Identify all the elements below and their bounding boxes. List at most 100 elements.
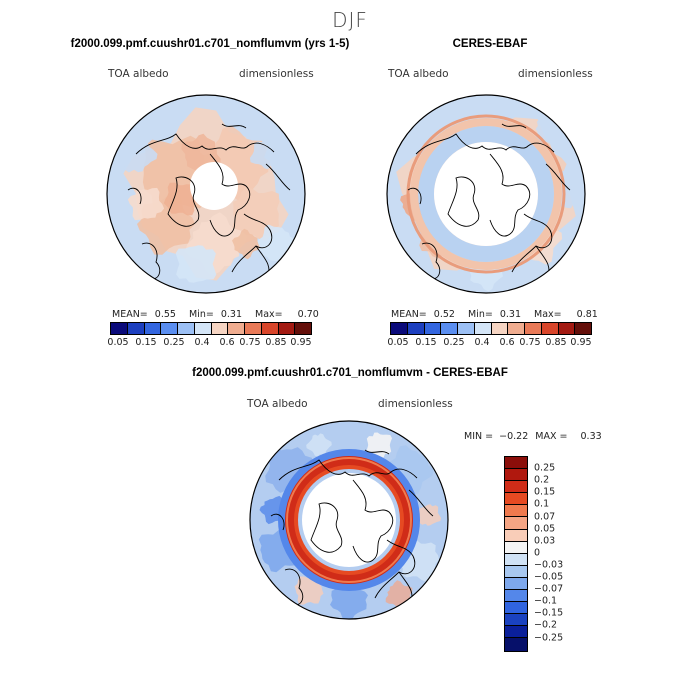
colorbar-tick-label: 0.75: [519, 337, 541, 348]
coastline: [489, 153, 531, 237]
coastline: [310, 502, 343, 553]
panel3-max-value: 0.33: [580, 431, 602, 442]
colorbar-swatch: [505, 493, 527, 506]
colorbar-tick-label: 0.05: [107, 337, 129, 348]
colorbar-level-label: −0.15: [534, 607, 564, 619]
panel3-max-label: MAX =: [535, 431, 568, 442]
panel3-min-value: −0.22: [499, 431, 529, 442]
field-ring: [294, 465, 404, 575]
panel2-units-label: dimensionless: [518, 68, 593, 80]
map-border: [249, 420, 449, 620]
colorbar-tick-label: 0.95: [570, 337, 592, 348]
coastline: [511, 213, 553, 273]
coastline: [364, 449, 390, 455]
colorbar-tick-label: 0.85: [265, 337, 287, 348]
colorbar-swatch: [391, 323, 408, 334]
season-title: DJF: [332, 8, 368, 32]
colorbar-tick-label: 0.25: [163, 337, 185, 348]
coastline: [545, 163, 571, 191]
panel3-stats: MIN = −0.22 MAX = 0.33: [464, 431, 602, 442]
colorbar-swatch: [505, 590, 527, 603]
panel3-variable-label: TOA albedo: [247, 398, 308, 410]
colorbar-tick-label: 0.25: [443, 337, 465, 348]
panel2-max-value: 0.81: [576, 309, 598, 320]
colorbar-level-label: 0.07: [534, 511, 556, 522]
colorbar-swatch: [505, 626, 527, 639]
coastline: [278, 459, 418, 481]
colorbar-swatch: [458, 323, 475, 334]
field-region: [163, 182, 199, 216]
panel3-colorbar: [504, 456, 528, 652]
field-region: [127, 187, 165, 221]
colorbar-swatch: [505, 577, 527, 591]
panel2-min-value: 0.31: [499, 309, 521, 320]
field-region: [306, 433, 332, 457]
panel3-polar-map: [249, 420, 449, 620]
coastline: [270, 513, 285, 531]
coastline: [447, 176, 480, 227]
colorbar-tick-label: 0.4: [474, 337, 490, 348]
colorbar-swatch: [505, 505, 527, 518]
field-region: [366, 432, 392, 458]
colorbar-swatch: [505, 541, 527, 554]
missing-polar-cap: [190, 162, 238, 210]
field-ring: [406, 114, 566, 274]
colorbar-swatch: [178, 323, 195, 334]
colorbar-level-label: 0.03: [534, 535, 556, 547]
field-region: [249, 138, 283, 170]
panel2-max-label: Max=: [534, 309, 562, 320]
panel2-variable-label: TOA albedo: [388, 68, 449, 80]
colorbar-level-label: −0.1: [534, 595, 558, 607]
coastline: [415, 133, 555, 155]
coastline: [352, 479, 394, 563]
coastline: [408, 489, 434, 517]
panel1-mean-value: 0.55: [154, 309, 176, 320]
colorbar-tick-label: 0.75: [239, 337, 261, 348]
colorbar-swatch: [211, 323, 229, 334]
colorbar-tick-label: 0.6: [499, 337, 515, 348]
panel2-polar-map: [386, 94, 586, 294]
colorbar-swatch: [295, 323, 311, 334]
panel1-stats: MEAN= 0.55 Min= 0.31 Max= 0.70: [112, 309, 319, 320]
colorbar-swatch: [261, 323, 279, 334]
colorbar-swatch: [505, 638, 527, 651]
coastline: [141, 242, 161, 280]
colorbar-level-label: 0: [534, 547, 541, 559]
coastline: [407, 187, 422, 205]
colorbar-swatch: [505, 565, 527, 578]
colorbar-swatch: [245, 323, 262, 334]
colorbar-level-label: −0.05: [534, 571, 564, 583]
panel1-min-label: Min=: [188, 309, 214, 320]
coastline: [231, 213, 273, 273]
colorbar-level-label: −0.07: [534, 583, 564, 595]
field-region: [232, 228, 260, 260]
map-border: [386, 94, 586, 294]
missing-polar-cap: [302, 473, 396, 567]
colorbar-swatch: [541, 323, 559, 334]
coastline: [265, 163, 291, 191]
coastline: [127, 187, 142, 205]
colorbar-swatch: [505, 457, 527, 470]
panel3-min-label: MIN =: [464, 431, 494, 442]
colorbar-swatch: [558, 323, 576, 334]
coastline: [421, 242, 441, 280]
colorbar-swatch: [505, 469, 527, 482]
panel1-units-label: dimensionless: [239, 68, 314, 80]
panel2-colorbar-labels: 0.05 0.15 0.25 0.4 0.6 0.75 0.85 0.95: [387, 337, 592, 349]
colorbar-swatch: [278, 323, 296, 334]
panel2-stats: MEAN= 0.52 Min= 0.31 Max= 0.81: [391, 309, 598, 320]
colorbar-swatch: [505, 517, 527, 530]
coastline: [167, 176, 200, 227]
map-border: [106, 94, 306, 294]
coastline: [501, 123, 527, 129]
field-ring: [286, 457, 412, 583]
colorbar-swatch: [407, 323, 425, 334]
colorbar-level-label: 0.15: [534, 486, 556, 498]
field-region: [416, 504, 442, 526]
colorbar-tick-label: 0.4: [194, 337, 210, 348]
panel2-mean-label: MEAN=: [391, 309, 427, 320]
field-ring: [418, 126, 554, 262]
colorbar-swatch: [161, 323, 178, 334]
colorbar-level-label: 0.05: [534, 523, 556, 535]
panel1-colorbar: [110, 322, 312, 335]
